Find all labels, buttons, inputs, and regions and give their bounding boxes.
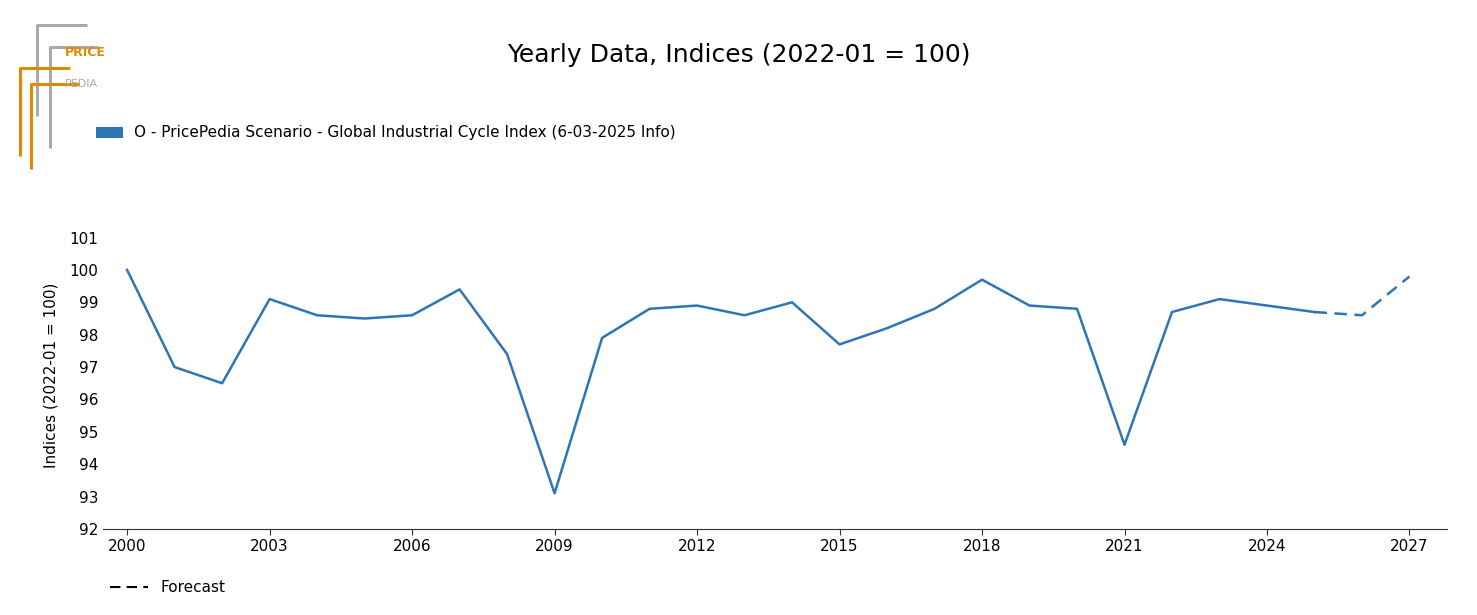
Legend: Forecast: Forecast: [103, 574, 232, 601]
Text: Yearly Data, Indices (2022-01 = 100): Yearly Data, Indices (2022-01 = 100): [507, 43, 970, 67]
Text: O - PricePedia Scenario - Global Industrial Cycle Index (6-03-2025 Info): O - PricePedia Scenario - Global Industr…: [134, 125, 676, 140]
Text: PEDIA: PEDIA: [65, 79, 97, 89]
Y-axis label: Indices (2022-01 = 100): Indices (2022-01 = 100): [43, 282, 59, 468]
Text: PRICE: PRICE: [65, 46, 105, 59]
